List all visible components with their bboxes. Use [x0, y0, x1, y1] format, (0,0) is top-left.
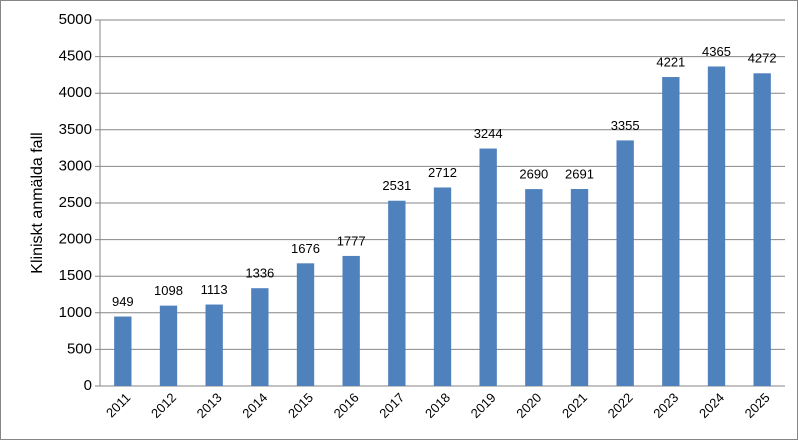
y-tick-label: 3000 — [59, 157, 92, 174]
data-label: 4365 — [702, 44, 731, 59]
y-axis-label: Kliniskt anmälda fall — [29, 132, 46, 273]
bar — [433, 187, 452, 386]
y-tick-label: 2000 — [59, 231, 92, 248]
bar — [707, 66, 726, 387]
y-tick-label: 4500 — [59, 48, 92, 65]
data-label: 2712 — [428, 165, 457, 180]
data-label: 4272 — [748, 51, 777, 66]
y-tick-label: 2500 — [59, 194, 92, 211]
y-tick-label: 0 — [84, 377, 92, 394]
y-tick-label: 3500 — [59, 121, 92, 138]
data-label: 3355 — [611, 118, 640, 133]
y-tick-label: 500 — [67, 340, 92, 357]
data-label: 2531 — [382, 178, 411, 193]
data-label: 1098 — [154, 283, 183, 298]
data-label: 1777 — [337, 233, 366, 248]
y-tick-label: 1500 — [59, 267, 92, 284]
bar — [159, 305, 178, 386]
bar — [296, 263, 315, 386]
bar — [388, 200, 406, 386]
data-label: 4221 — [656, 54, 685, 69]
data-label: 1676 — [291, 241, 320, 256]
data-label: 949 — [112, 294, 134, 309]
bar — [114, 316, 132, 386]
bar — [525, 189, 543, 386]
data-label: 2690 — [519, 167, 548, 182]
data-label: 1113 — [201, 282, 228, 297]
data-label: 1336 — [245, 266, 274, 281]
y-tick-label: 1000 — [59, 304, 92, 321]
bar — [570, 189, 589, 386]
bar — [251, 288, 269, 386]
bar — [753, 73, 771, 386]
bar — [479, 148, 497, 386]
bar — [342, 255, 360, 386]
bar — [205, 304, 223, 386]
y-tick-label: 4000 — [59, 84, 92, 101]
y-tick-label: 5000 — [59, 11, 92, 28]
bar — [662, 77, 680, 386]
bar — [616, 140, 634, 386]
data-label: 2691 — [565, 166, 594, 181]
data-label: 3244 — [474, 126, 503, 141]
